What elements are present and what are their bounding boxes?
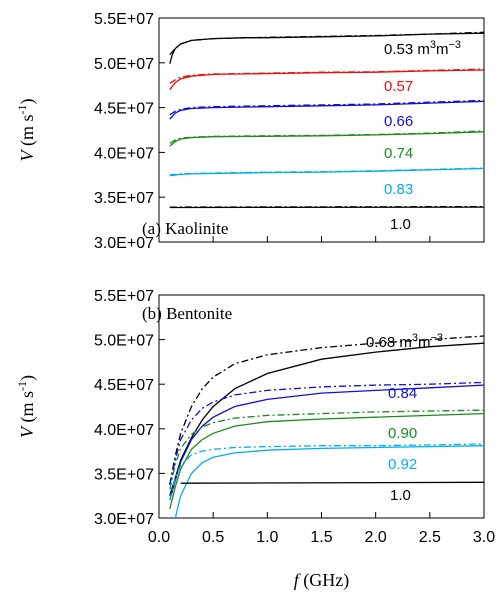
- x-tick-label-b-4: 2.0: [365, 529, 387, 546]
- series-line-b-3: [174, 445, 484, 518]
- series-dashed-line-a-0: [169, 31, 484, 56]
- y-tick-label-a-1: 3.5E+07: [94, 190, 154, 207]
- plot-frame-b: [158, 294, 485, 519]
- series-dashed-line-a-5: [169, 205, 484, 208]
- panel-a-kaolinite: 3.0E+07 3.5E+07 4.0E+07 4.5E+07 5.0E+07 5.5E+…: [15, 11, 485, 252]
- series-label-b-2: 0.90: [388, 425, 417, 442]
- y-tick-label-b-3: 4.5E+07: [94, 377, 154, 394]
- y-tick-label-b-4: 5.0E+07: [94, 333, 154, 350]
- series-line-a-1: [169, 69, 484, 91]
- y-tick-label-a-2: 4.0E+07: [94, 145, 154, 162]
- x-tick-label-b-3: 1.5: [310, 529, 332, 546]
- panel-label-a: (a) Kaolinite: [142, 219, 228, 238]
- y-axis-label-b: V (m s-1): [15, 375, 38, 438]
- series-label-a-3: 0.74: [384, 145, 413, 162]
- y-tick-label-a-0: 3.0E+07: [94, 235, 154, 252]
- y-tick-label-b-0: 3.0E+07: [94, 511, 154, 528]
- series-dashed-line-b-2: [169, 409, 484, 490]
- series-dashed-line-b-3: [169, 443, 484, 501]
- x-tick-label-b-5: 2.5: [419, 529, 441, 546]
- y-tick-label-b-2: 4.0E+07: [94, 422, 154, 439]
- series-label-b-1: 0.84: [388, 385, 417, 402]
- y-tick-label-a-5: 5.5E+07: [94, 11, 154, 28]
- panel-b-bentonite: 3.0E+07 3.5E+07 4.0E+07 4.5E+07 5.0E+07 5.5E+…: [15, 288, 495, 591]
- y-tick-label-b-5: 5.5E+07: [94, 288, 154, 305]
- series-line-b-4: [180, 481, 484, 484]
- series-label-b-4: 1.0: [390, 487, 411, 504]
- series-line-a-2: [169, 100, 484, 120]
- series-line-b-1: [169, 384, 484, 501]
- y-tick-label-a-4: 5.0E+07: [94, 56, 154, 73]
- series-label-a-0: 0.53 m3m−3: [384, 39, 461, 58]
- series-label-a-1: 0.57: [384, 78, 413, 95]
- y-tick-label-b-1: 3.5E+07: [94, 466, 154, 483]
- x-tick-label-b-0: 0.0: [148, 529, 170, 546]
- series-dashed-line-b-0: [169, 335, 484, 485]
- x-tick-label-b-1: 0.5: [202, 529, 224, 546]
- series-label-b-3: 0.92: [388, 456, 417, 473]
- x-tick-label-b-6: 3.0: [473, 529, 495, 546]
- y-tick-label-a-3: 4.5E+07: [94, 101, 154, 118]
- series-label-a-2: 0.66: [384, 113, 413, 130]
- x-axis-label: f (GHz): [294, 570, 350, 591]
- series-line-a-4: [169, 167, 484, 177]
- x-tick-label-b-2: 1.0: [256, 529, 278, 546]
- series-line-a-3: [169, 131, 484, 147]
- series-label-a-4: 0.83: [384, 181, 413, 198]
- series-dashed-line-b-1: [169, 381, 484, 486]
- series-line-b-2: [169, 412, 484, 510]
- panel-label-b: (b) Bentonite: [142, 304, 232, 323]
- series-label-a-5: 1.0: [390, 216, 411, 233]
- series-dashed-line-a-4: [169, 167, 484, 176]
- y-axis-label-a: V (m s-1): [15, 99, 38, 162]
- series-label-b-0: 0.68 m3m−3: [366, 332, 443, 351]
- series-dashed-line-a-3: [169, 130, 484, 144]
- series-dashed-line-a-2: [169, 99, 484, 116]
